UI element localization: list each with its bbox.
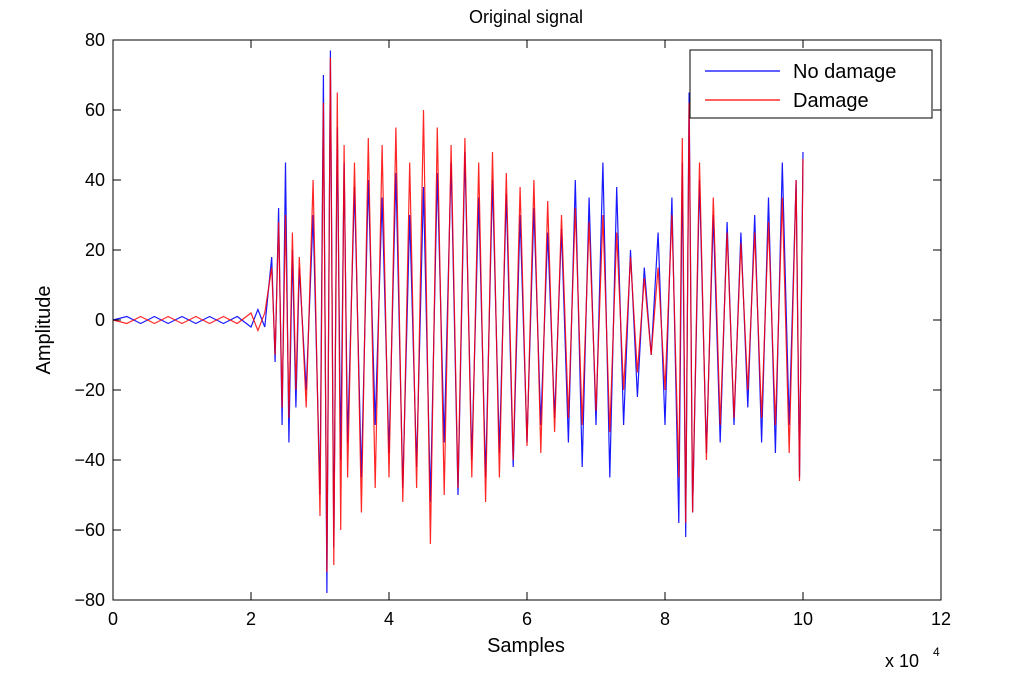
y-tick-label: 80 [85, 30, 105, 50]
y-tick-label: 0 [95, 310, 105, 330]
legend-label-damage: Damage [793, 90, 869, 112]
x-axis-label: Samples [487, 635, 565, 657]
chart-title: Original signal [469, 7, 583, 27]
x-tick-label: 10 [793, 609, 813, 629]
legend-box [689, 49, 933, 119]
y-tick-label: −80 [74, 590, 105, 610]
plot-area: 0 2 4 6 8 10 12 −80 −60 −40 −20 0 20 40 60 80 [74, 30, 951, 629]
legend-label-no-damage: No damage [793, 61, 896, 83]
x-exponent-power: 4 [933, 645, 940, 659]
x-exponent-label: x 10 [885, 651, 919, 671]
tick-layer: 0 2 4 6 8 10 12 −80 −60 −40 −20 0 20 40 60 80 [74, 30, 951, 629]
series-layer [112, 50, 804, 594]
y-tick-label: 60 [85, 100, 105, 120]
legend: No damage Damage [689, 49, 933, 119]
y-tick-label: 20 [85, 240, 105, 260]
y-tick-label: −40 [74, 450, 105, 470]
x-tick-label: 8 [660, 609, 670, 629]
x-tick-label: 12 [931, 609, 951, 629]
y-tick-label: −20 [74, 380, 105, 400]
x-tick-label: 2 [246, 609, 256, 629]
y-tick-label: 40 [85, 170, 105, 190]
series-line-damage [112, 57, 804, 573]
x-exponent: x 10 4 [885, 645, 940, 671]
x-tick-label: 0 [108, 609, 118, 629]
y-axis-label: Amplitude [33, 286, 55, 375]
x-tick-label: 6 [522, 609, 532, 629]
x-tick-label: 4 [384, 609, 394, 629]
axes-box [112, 39, 942, 601]
y-tick-label: −60 [74, 520, 105, 540]
